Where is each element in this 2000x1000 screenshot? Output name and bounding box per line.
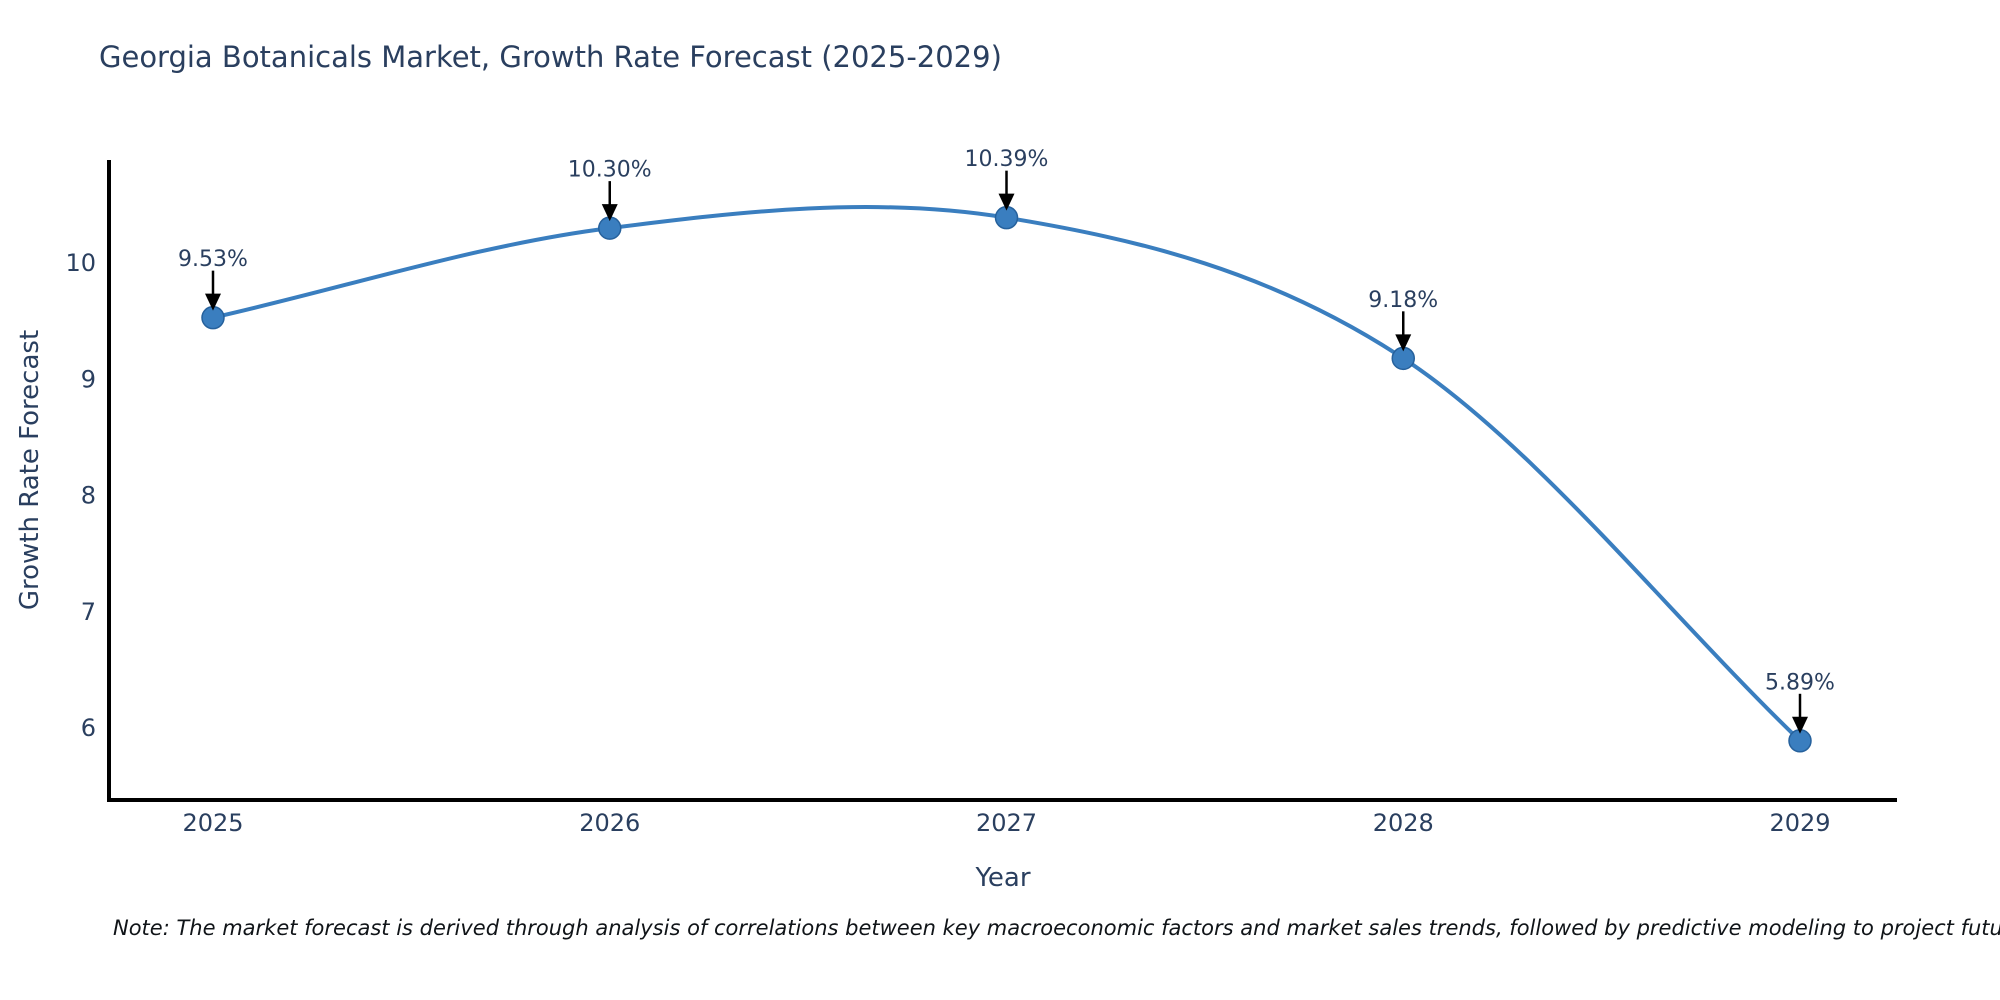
y-tick-label: 6 bbox=[81, 714, 96, 742]
annotation-arrowhead bbox=[601, 204, 618, 222]
plot-area[interactable] bbox=[109, 160, 1897, 800]
point-value-label: 10.39% bbox=[965, 147, 1049, 172]
annotation-arrowhead bbox=[205, 293, 221, 311]
point-value-label: 9.53% bbox=[178, 247, 248, 272]
annotation-arrowhead bbox=[1792, 716, 1808, 734]
point-value-label: 10.30% bbox=[568, 158, 652, 183]
y-tick-label: 7 bbox=[81, 598, 96, 626]
x-tick-label: 2026 bbox=[579, 809, 640, 837]
x-tick-label: 2025 bbox=[182, 809, 243, 837]
y-tick-label: 10 bbox=[65, 249, 96, 277]
y-axis-title: Growth Rate Forecast bbox=[15, 329, 45, 611]
y-tick-label: 8 bbox=[81, 482, 96, 510]
point-value-label: 9.18% bbox=[1368, 288, 1438, 313]
x-axis-title: Year bbox=[975, 863, 1031, 893]
annotation-arrowhead bbox=[1395, 334, 1412, 352]
point-value-label: 5.89% bbox=[1765, 670, 1835, 695]
chart-title: Georgia Botanicals Market, Growth Rate F… bbox=[99, 40, 1002, 74]
y-axis-line bbox=[107, 160, 111, 802]
x-tick-label: 2027 bbox=[976, 809, 1037, 837]
annotation-arrowhead bbox=[998, 193, 1015, 211]
x-tick-label: 2029 bbox=[1769, 809, 1830, 837]
x-tick-label: 2028 bbox=[1373, 809, 1434, 837]
x-axis-line bbox=[107, 798, 1897, 802]
footnote: Note: The market forecast is derived thr… bbox=[113, 916, 2000, 940]
y-tick-label: 9 bbox=[81, 365, 96, 393]
